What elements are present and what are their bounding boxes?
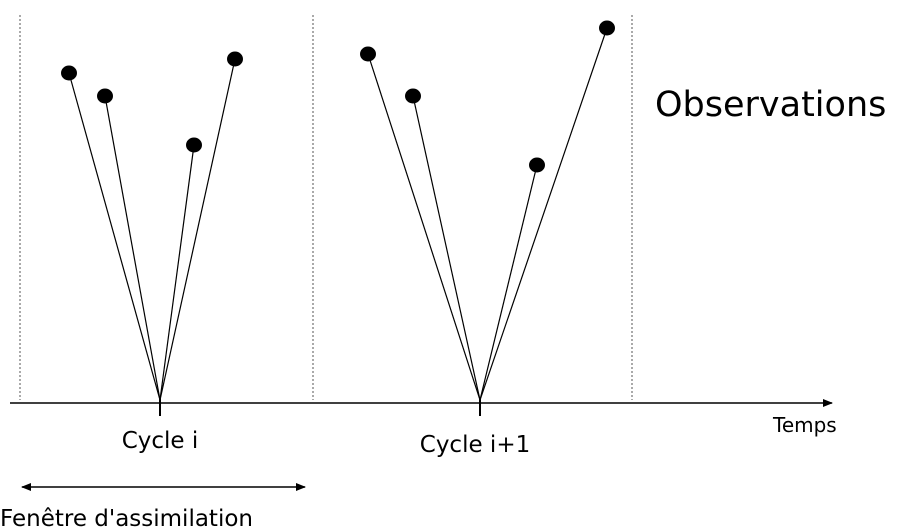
observation: [529, 157, 545, 173]
link: [479, 27, 608, 401]
observation-points: [61, 20, 615, 173]
time-axis-label: Temps: [772, 413, 837, 437]
observation: [61, 65, 77, 81]
link: [159, 144, 195, 401]
observation-links: [68, 27, 608, 401]
observations-label: Observations: [655, 85, 886, 125]
link: [367, 53, 481, 401]
link: [68, 72, 161, 401]
window-label: Fenêtre d'assimilation: [0, 506, 253, 530]
observation: [186, 137, 202, 153]
cycle-label: Cycle i: [122, 428, 199, 454]
link: [412, 95, 481, 401]
observation: [599, 20, 615, 36]
observation: [97, 88, 113, 104]
observation: [360, 46, 376, 62]
link: [159, 58, 236, 401]
observation: [227, 51, 243, 67]
link: [479, 164, 538, 401]
window-separators: [19, 15, 633, 400]
cycle-label: Cycle i+1: [420, 432, 530, 458]
link: [104, 95, 161, 401]
observation: [405, 88, 421, 104]
